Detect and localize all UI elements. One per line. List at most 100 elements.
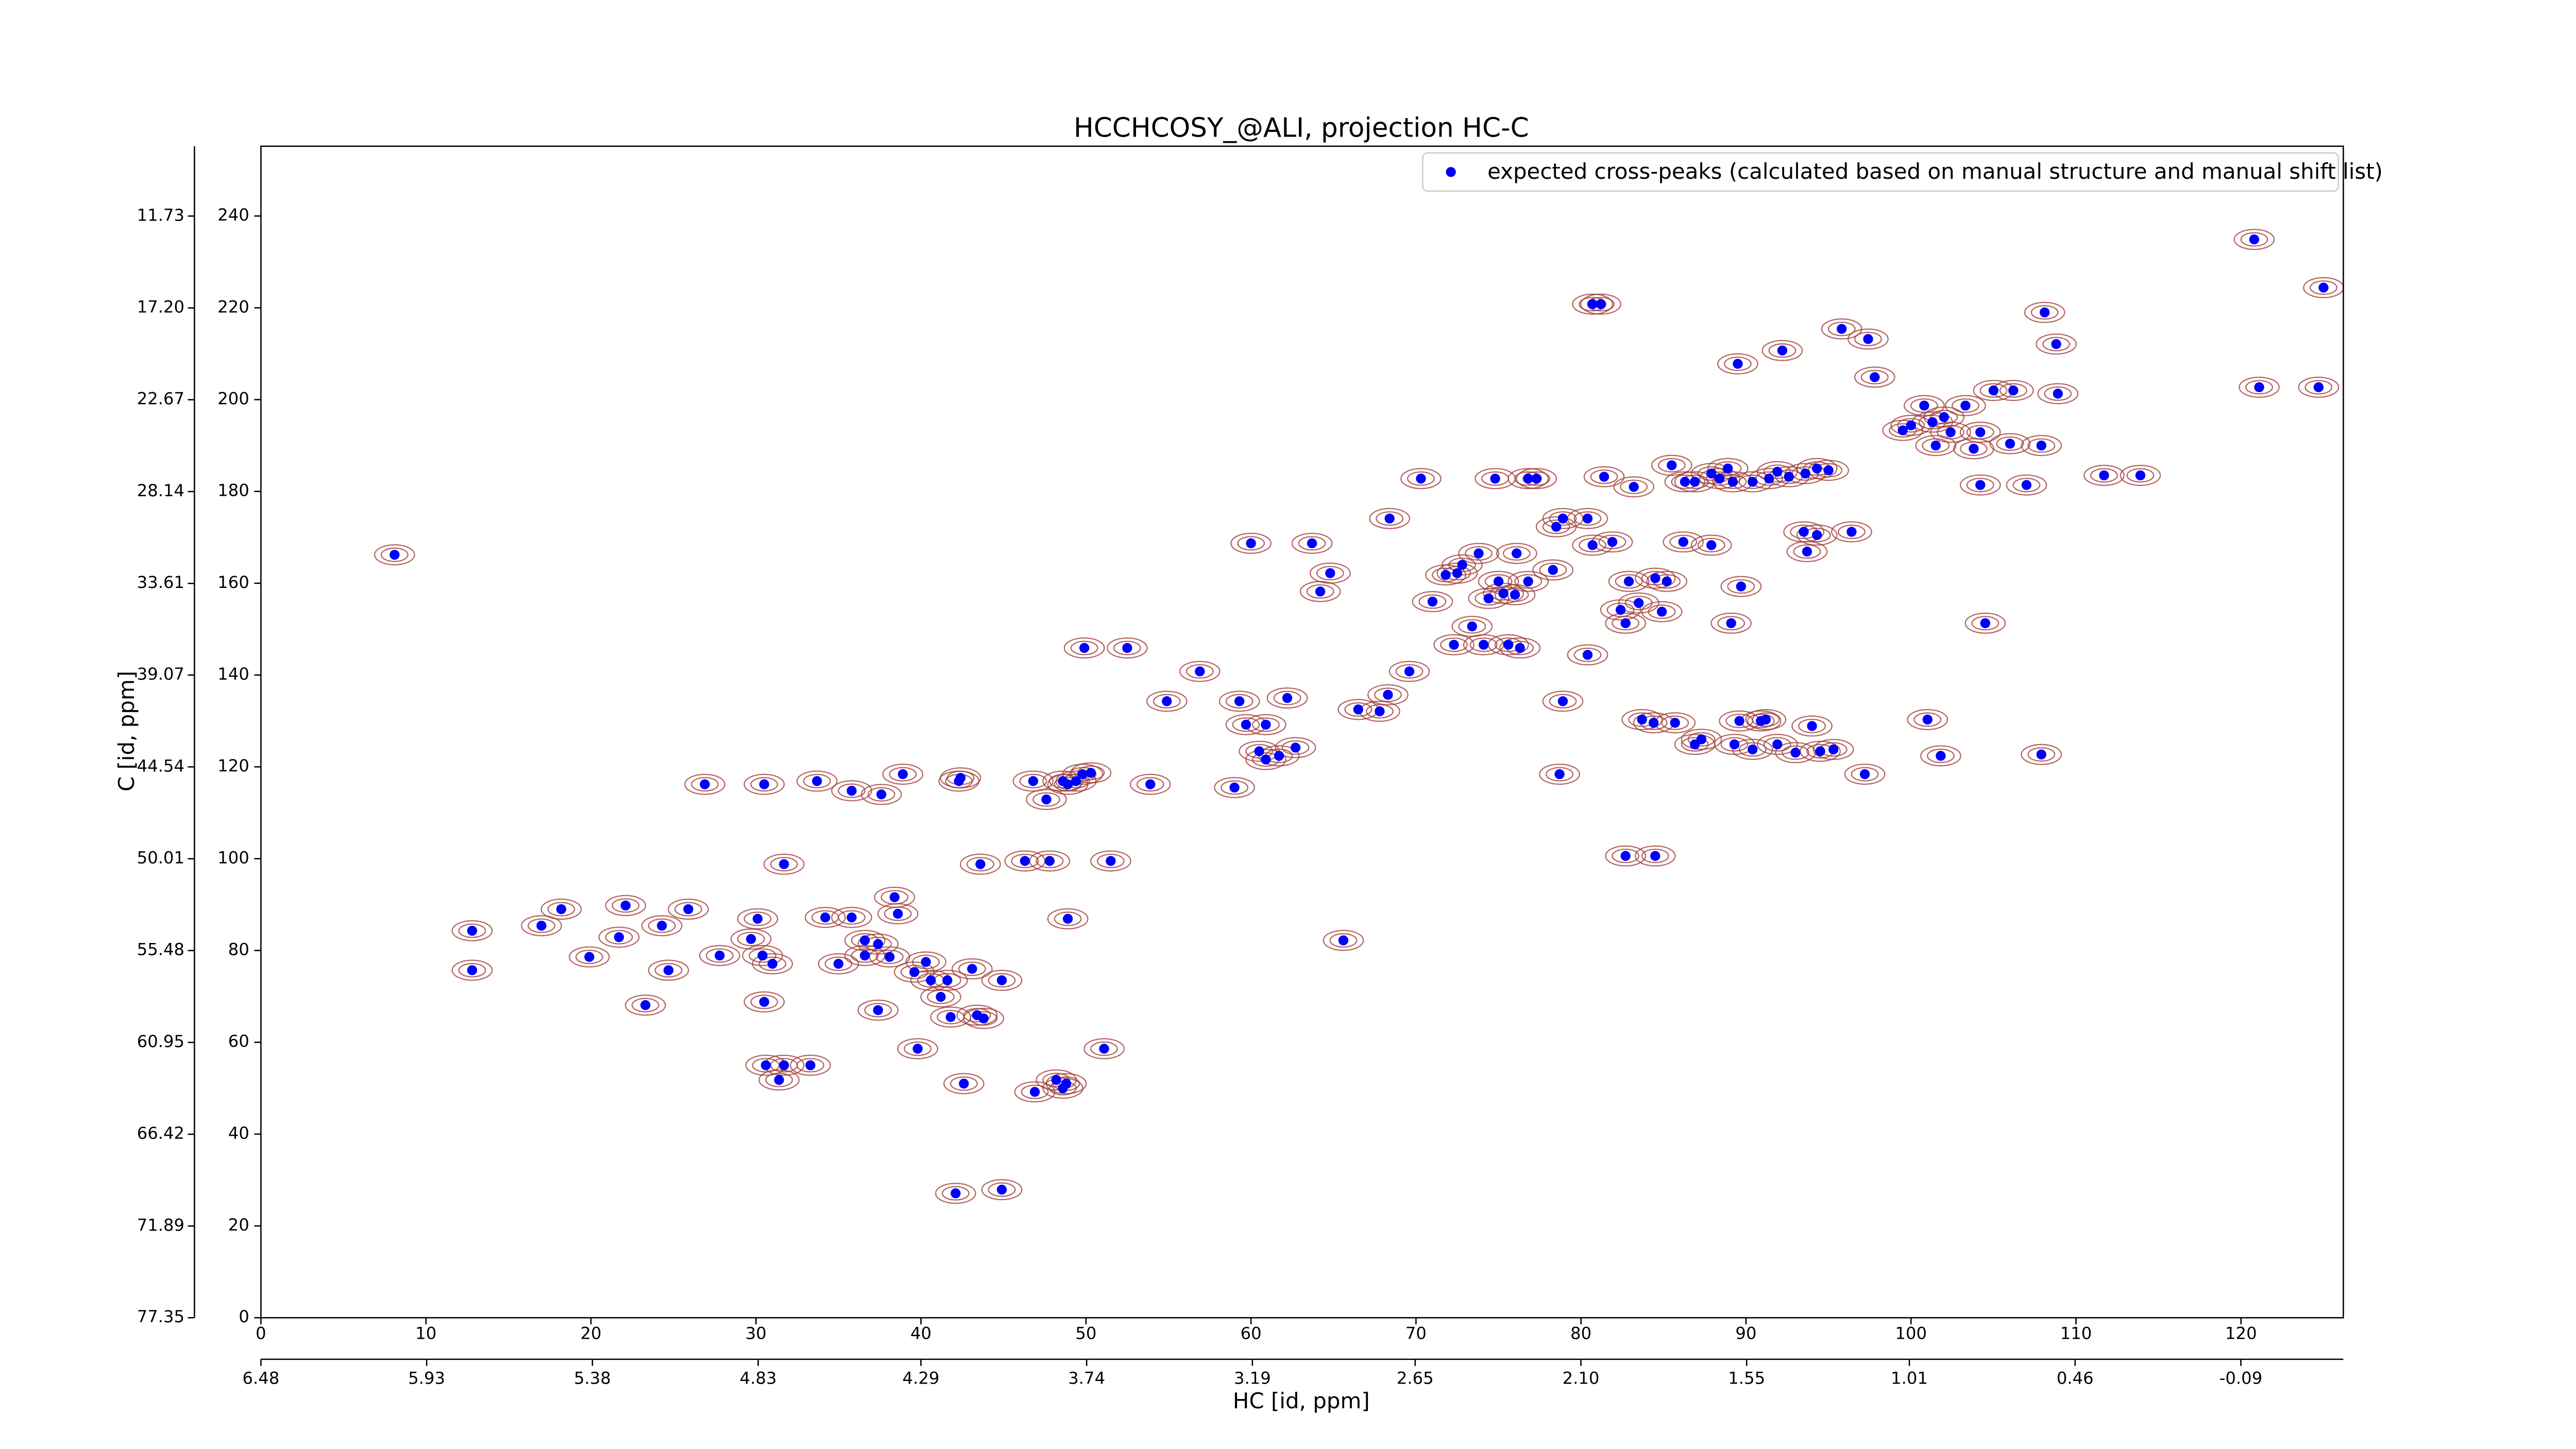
cross-peak <box>467 965 478 975</box>
cross-peak <box>951 1188 961 1199</box>
cross-peak <box>1634 598 1644 608</box>
cross-peak <box>640 1000 651 1010</box>
cross-peak <box>1479 639 1489 650</box>
peak-contour <box>804 906 846 928</box>
cross-peak <box>1975 427 1986 437</box>
peak-contour <box>1648 604 1676 619</box>
cross-peak <box>536 920 547 931</box>
x-tick-label: 20 <box>580 1323 601 1343</box>
cross-peak <box>1799 527 1809 537</box>
cross-peak <box>1650 851 1660 861</box>
peak-contour <box>796 770 838 792</box>
peak-contour <box>1782 745 1809 760</box>
cross-peak <box>1282 693 1293 703</box>
peak-contour <box>1412 591 1453 612</box>
peak-contour <box>2233 229 2275 250</box>
cross-peak <box>1523 474 1533 484</box>
cross-peak <box>1582 650 1593 660</box>
peak-contour <box>1999 383 2027 398</box>
cross-peak <box>1812 463 1822 474</box>
peak-contour <box>1952 398 1979 413</box>
cross-peak <box>1656 606 1667 617</box>
x-tick-label: 80 <box>1570 1323 1591 1343</box>
peak-contour <box>1542 519 1570 534</box>
peak-contour <box>654 963 683 978</box>
y2-tick-label: 39.07 <box>137 664 184 684</box>
cross-peak <box>1629 482 1639 492</box>
y2-tick-label: 44.54 <box>137 756 184 776</box>
cross-peak <box>859 935 870 946</box>
peak-contour <box>904 1041 932 1056</box>
x2-tick-label: 3.74 <box>1068 1369 1105 1388</box>
peak-contour <box>1070 641 1098 655</box>
peak-contour <box>1907 709 1948 730</box>
peak-contour <box>844 930 886 951</box>
cross-peak <box>978 1013 989 1024</box>
peak-contour <box>1496 543 1537 564</box>
cross-peak <box>942 975 953 986</box>
peak-contour <box>2245 380 2273 395</box>
y2-tick-label: 60.95 <box>137 1032 184 1051</box>
peak-contour <box>1458 619 1486 634</box>
x2-tick-label: 2.10 <box>1563 1369 1600 1388</box>
y2-tick-label: 11.73 <box>137 205 184 225</box>
cross-peak <box>759 997 769 1007</box>
peak-contour <box>1605 612 1647 634</box>
point-layer <box>389 234 2329 1199</box>
peak-contour <box>1042 770 1083 792</box>
peak-contour <box>1440 637 1468 652</box>
peak-contour <box>1945 395 1986 416</box>
cross-peak <box>663 965 674 975</box>
peak-contour <box>1316 566 1344 581</box>
cross-peak <box>1897 425 1908 435</box>
x-tick-label: 110 <box>2060 1323 2092 1343</box>
cross-peak <box>2254 382 2264 393</box>
cross-peak <box>805 1060 816 1070</box>
contour-layer <box>374 229 2344 1204</box>
peak-contour <box>1542 690 1584 712</box>
cross-peak <box>1071 776 1081 786</box>
cross-peak <box>1706 468 1717 479</box>
peak-contour <box>838 910 866 925</box>
peak-contour <box>1465 546 1493 561</box>
peak-contour <box>1930 422 1971 443</box>
cross-peak <box>1079 643 1090 653</box>
cross-peak <box>1384 513 1395 524</box>
cross-peak <box>1122 643 1132 653</box>
peak-contour <box>1664 471 1706 493</box>
peak-contour <box>1831 521 1872 543</box>
peak-contour <box>952 958 993 980</box>
cross-peak <box>921 957 931 967</box>
peak-contour <box>875 950 904 965</box>
peak-contour <box>1232 717 1260 732</box>
cross-peak <box>1452 568 1463 578</box>
y-tick-label: 0 <box>239 1307 249 1326</box>
peak-contour <box>1989 433 2031 454</box>
peak-contour <box>521 915 562 936</box>
x2-tick-label: 5.93 <box>408 1369 445 1388</box>
y-axis-label: C [id, ppm] <box>114 671 139 791</box>
peak-contour <box>2036 333 2077 355</box>
peak-contour <box>374 544 415 566</box>
x2-tick-label: 1.55 <box>1728 1369 1765 1388</box>
peak-contour <box>743 773 785 795</box>
x2-tick-label: 0.46 <box>2057 1369 2094 1388</box>
cross-peak <box>1044 856 1055 866</box>
peak-contour <box>1796 524 1838 546</box>
peak-contour <box>1153 694 1181 709</box>
peak-contour <box>1310 562 1351 584</box>
cross-peak <box>1690 477 1700 487</box>
peak-contour <box>451 920 493 941</box>
peak-contour <box>699 945 740 966</box>
peak-contour <box>941 1186 970 1201</box>
cross-peak <box>1029 1087 1040 1097</box>
peak-contour <box>1580 293 1621 315</box>
peak-contour <box>1273 690 1301 705</box>
peak-contour <box>1681 729 1722 750</box>
cross-peak <box>1859 769 1870 780</box>
peak-contour <box>770 857 798 872</box>
peak-contour <box>750 995 778 1009</box>
cross-peak <box>876 789 887 800</box>
peak-contour <box>818 953 859 974</box>
peak-contour <box>950 1076 978 1091</box>
